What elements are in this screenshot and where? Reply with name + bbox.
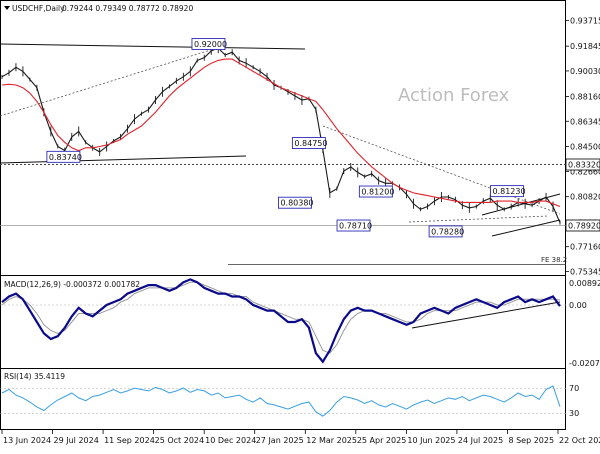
x-axis-label: 11 Sep 2024	[104, 436, 155, 445]
annotation-label: 0.78280	[431, 227, 464, 236]
channel-lower-line	[0, 155, 247, 164]
macd-axis-top: 0.008923	[569, 279, 600, 288]
annotation-label: 0.84750	[294, 139, 327, 148]
annotation-label: 0.80380	[280, 199, 313, 208]
trendline-dashed-1	[0, 46, 221, 117]
macd-axis-bottom: -0.020759	[569, 359, 600, 368]
price-axis-label: 0.91845	[570, 42, 600, 51]
price-axis: 0.93715 0.91845 0.90030 0.88160 0.86345 0.845…	[566, 17, 600, 276]
rsi-axis-30: 30	[569, 409, 579, 418]
macd-plot	[1, 278, 561, 364]
rsi-line	[1, 385, 561, 417]
x-axis: 13 Jun 2024 29 Jul 2024 11 Sep 2024 25 Oct …	[1, 430, 600, 445]
annotation-label: 0.78710	[339, 222, 372, 231]
x-axis-label: 25 Oct 2024	[155, 436, 204, 445]
rsi-plot	[1, 385, 561, 417]
sma-line	[1, 58, 561, 208]
channel-upper-line	[0, 43, 306, 50]
annotation-label: 0.81230	[492, 187, 525, 196]
symbol-title: USDCHF,Daily	[12, 4, 65, 13]
rsi-header: RSI(14) 35.4119	[4, 372, 65, 381]
watermark: Action Forex	[398, 85, 510, 106]
x-axis-label: 12 Mar 2025	[306, 436, 357, 445]
annotation-label: 0.92000	[194, 40, 227, 49]
annotation-box	[291, 137, 326, 149]
ohlc-readout: 0.79244 0.79349 0.78772 0.78920	[62, 4, 193, 13]
x-axis-label: 10 Jun 2025	[407, 436, 455, 445]
x-axis-label: 24 Jul 2025	[458, 436, 503, 445]
price-axis-label: 0.90030	[570, 67, 600, 76]
price-axis-label: 0.86345	[570, 117, 600, 126]
collapse-triangle-icon[interactable]	[4, 6, 10, 10]
current-price-tag	[565, 219, 600, 232]
current-price-tag-text: 0.78920	[568, 222, 600, 231]
price-axis-label: 0.82660	[570, 168, 600, 177]
annotation-box	[358, 185, 393, 198]
annotation-label: 0.83740	[49, 153, 82, 162]
x-axis-label: 13 Jun 2024	[3, 436, 51, 445]
annotations: 0.92000 0.83740 0.84750 0.80380 0.81200 0.787…	[46, 38, 526, 238]
level-price-tag	[565, 158, 600, 171]
price-axis-label: 0.80820	[570, 193, 600, 202]
price-axis-label: 0.77160	[570, 243, 600, 252]
annotation-box	[490, 185, 524, 198]
macd-axis-zero: 0.00	[569, 301, 587, 310]
x-axis-label: 22 Oct 2025	[559, 436, 600, 445]
price-axis-label: 0.75345	[570, 267, 600, 276]
macd-header: MACD(12,26,9) -0.000372 0.001782	[4, 280, 140, 289]
level-price-tag-text: 0.83320	[568, 161, 600, 170]
price-axis-label: 0.88160	[570, 92, 600, 101]
annotation-label: 0.81200	[361, 188, 394, 197]
macd-line	[1, 278, 561, 364]
chart-frame	[0, 0, 566, 430]
x-axis-label: 25 Apr 2025	[357, 436, 406, 445]
x-axis-label: 27 Jan 2025	[256, 436, 304, 445]
macd-trendline	[411, 301, 561, 329]
x-axis-label: 29 Jul 2024	[54, 436, 99, 445]
rsi-axis-70: 70	[569, 384, 579, 393]
price-axis-label: 0.93715	[570, 17, 600, 26]
price-plot	[1, 43, 561, 225]
annotation-box	[278, 196, 312, 209]
price-axis-label: 0.84500	[570, 142, 600, 151]
annotation-box	[46, 150, 81, 163]
x-axis-label: 10 Dec 2024	[205, 436, 256, 445]
triangle-lower-line	[491, 219, 561, 237]
annotation-box	[336, 219, 371, 232]
trendline-dashed-3	[408, 215, 549, 223]
fe-label: FE 38.2	[541, 256, 567, 264]
macd-zero-tag	[566, 300, 600, 310]
annotation-box	[428, 225, 463, 238]
annotation-box	[191, 38, 226, 50]
x-axis-label: 8 Sep 2025	[508, 436, 554, 445]
